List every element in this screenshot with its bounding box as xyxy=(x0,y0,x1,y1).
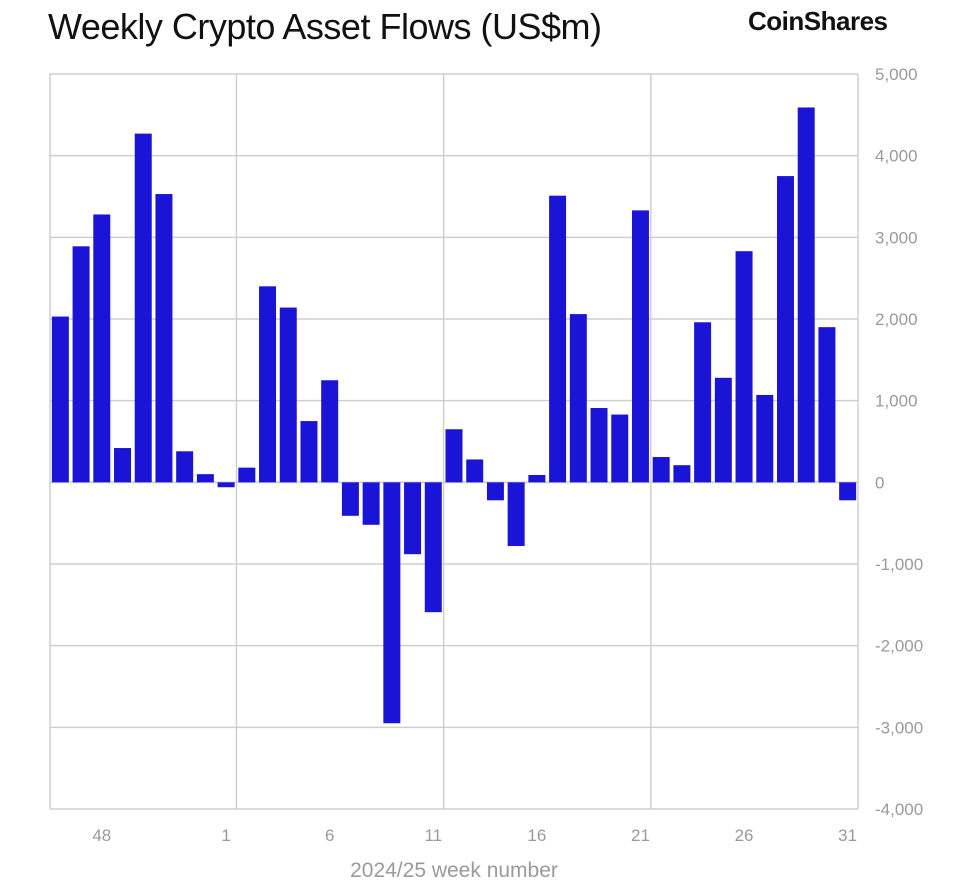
bar-week-16 xyxy=(528,474,546,483)
y-tick-label: -4,000 xyxy=(875,800,923,819)
bar-week-13 xyxy=(466,459,484,483)
y-tick-label: 2,000 xyxy=(875,310,918,329)
bars xyxy=(51,107,857,724)
bar-week-46 xyxy=(51,316,69,483)
bar-week-49 xyxy=(114,448,132,483)
bar-week-26 xyxy=(735,251,753,483)
y-tick-label: 3,000 xyxy=(875,228,918,247)
bar-week-53 xyxy=(196,474,214,483)
bar-week-22 xyxy=(652,457,670,483)
bar-week-24 xyxy=(694,322,712,483)
y-tick-label: 4,000 xyxy=(875,147,918,166)
bar-week-19 xyxy=(590,408,608,483)
y-tick-label: 5,000 xyxy=(875,65,918,84)
bar-week-28 xyxy=(776,176,794,483)
bar-week-15 xyxy=(507,482,525,547)
x-tick-label: 31 xyxy=(838,826,857,845)
bar-week-23 xyxy=(673,465,691,483)
x-axis-ticks: 48 1 6 11 16 21 26 31 xyxy=(92,826,857,845)
bar-week-30 xyxy=(818,327,836,483)
bar-week-11 xyxy=(424,482,442,613)
bar-week-20 xyxy=(611,414,629,483)
bar-week-29 xyxy=(797,107,815,483)
x-tick-label: 11 xyxy=(424,826,442,845)
bar-week-6 xyxy=(321,380,339,483)
bar-week-9 xyxy=(383,482,401,724)
bar-week-14 xyxy=(486,482,504,501)
bar-week-2 xyxy=(238,467,256,483)
bar-week-48 xyxy=(93,214,111,483)
bar-week-12 xyxy=(445,429,463,483)
bar-week-10 xyxy=(404,482,422,555)
grid-lines xyxy=(49,73,859,810)
x-tick-label: 6 xyxy=(325,826,334,845)
x-tick-label: 1 xyxy=(221,826,230,845)
bar-week-21 xyxy=(631,210,649,483)
x-tick-label: 48 xyxy=(92,826,111,845)
bar-week-18 xyxy=(569,314,587,483)
y-tick-label: -1,000 xyxy=(875,555,923,574)
x-tick-label: 21 xyxy=(631,826,650,845)
bar-week-8 xyxy=(362,482,380,525)
y-tick-label: 1,000 xyxy=(875,392,918,411)
x-axis-label: 2024/25 week number xyxy=(350,859,558,882)
y-tick-label: -3,000 xyxy=(875,718,923,737)
bar-week-52 xyxy=(176,451,194,483)
coinshares-logo: CoinShares xyxy=(748,6,888,36)
x-tick-label: 26 xyxy=(735,826,754,845)
y-tick-label: -2,000 xyxy=(875,637,923,656)
x-tick-label: 16 xyxy=(527,826,546,845)
bar-week-3 xyxy=(259,286,277,483)
chart-title: Weekly Crypto Asset Flows (US$m) xyxy=(48,6,602,47)
bar-week-47 xyxy=(72,246,90,483)
bar-week-7 xyxy=(341,482,359,516)
bar-week-31 xyxy=(839,482,857,501)
bar-week-1 xyxy=(217,482,235,488)
bar-week-50 xyxy=(134,133,152,483)
bar-week-27 xyxy=(756,394,774,483)
y-tick-label: 0 xyxy=(875,473,884,492)
bar-week-25 xyxy=(714,377,732,483)
bar-week-17 xyxy=(549,195,567,483)
bar-week-5 xyxy=(300,421,318,483)
bar-week-4 xyxy=(279,307,297,483)
y-axis-ticks: 5,000 4,000 3,000 2,000 1,000 0 -1,000 -2,000 -3… xyxy=(875,65,923,819)
bar-week-51 xyxy=(155,194,173,483)
